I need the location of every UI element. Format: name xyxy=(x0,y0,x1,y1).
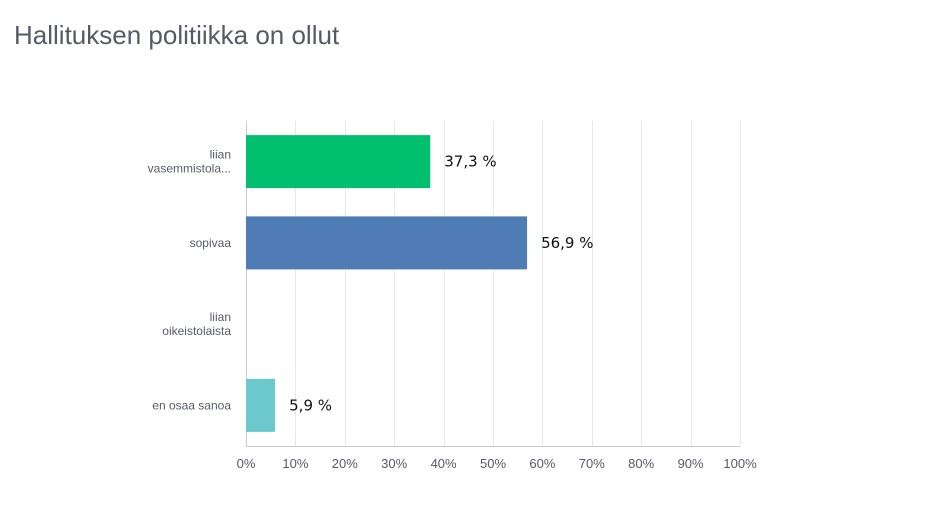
x-axis-ticks: 0% 10% 20% 30% 40% 50% 60% 70% 80% 90% 100% xyxy=(237,456,757,471)
data-label: 5,9 % xyxy=(289,396,332,414)
x-tick-label: 20% xyxy=(332,456,358,471)
x-tick-label: 80% xyxy=(628,456,654,471)
category-label: liian oikeistolaista xyxy=(162,310,231,338)
category-label-line: en osaa sanoa xyxy=(152,398,231,412)
x-tick-label: 10% xyxy=(282,456,308,471)
data-labels: 37,3 % 56,9 % 5,9 % xyxy=(289,153,593,415)
bar xyxy=(246,135,431,189)
bars xyxy=(246,135,528,432)
page-title: Hallituksen politiikka on ollut xyxy=(14,20,340,50)
category-label: liian vasemmistola... xyxy=(148,148,231,176)
x-tick-label: 50% xyxy=(480,456,506,471)
category-label-line: liian xyxy=(210,148,231,162)
x-tick-label: 40% xyxy=(431,456,457,471)
category-label-line: sopivaa xyxy=(190,236,232,250)
x-tick-label: 70% xyxy=(579,456,605,471)
x-tick-label: 30% xyxy=(381,456,407,471)
x-tick-label: 100% xyxy=(723,456,757,471)
category-label-line: liian xyxy=(210,310,231,324)
bar xyxy=(246,378,276,432)
category-label-line: oikeistolaista xyxy=(162,324,231,338)
x-tick-label: 90% xyxy=(678,456,704,471)
data-label: 37,3 % xyxy=(444,153,496,171)
category-label: en osaa sanoa xyxy=(152,398,231,412)
bar xyxy=(246,216,528,270)
category-label: sopivaa xyxy=(190,236,232,250)
x-tick-label: 0% xyxy=(237,456,256,471)
category-label-line: vasemmistola... xyxy=(148,162,231,176)
data-label: 56,9 % xyxy=(541,234,593,252)
x-tick-label: 60% xyxy=(529,456,555,471)
